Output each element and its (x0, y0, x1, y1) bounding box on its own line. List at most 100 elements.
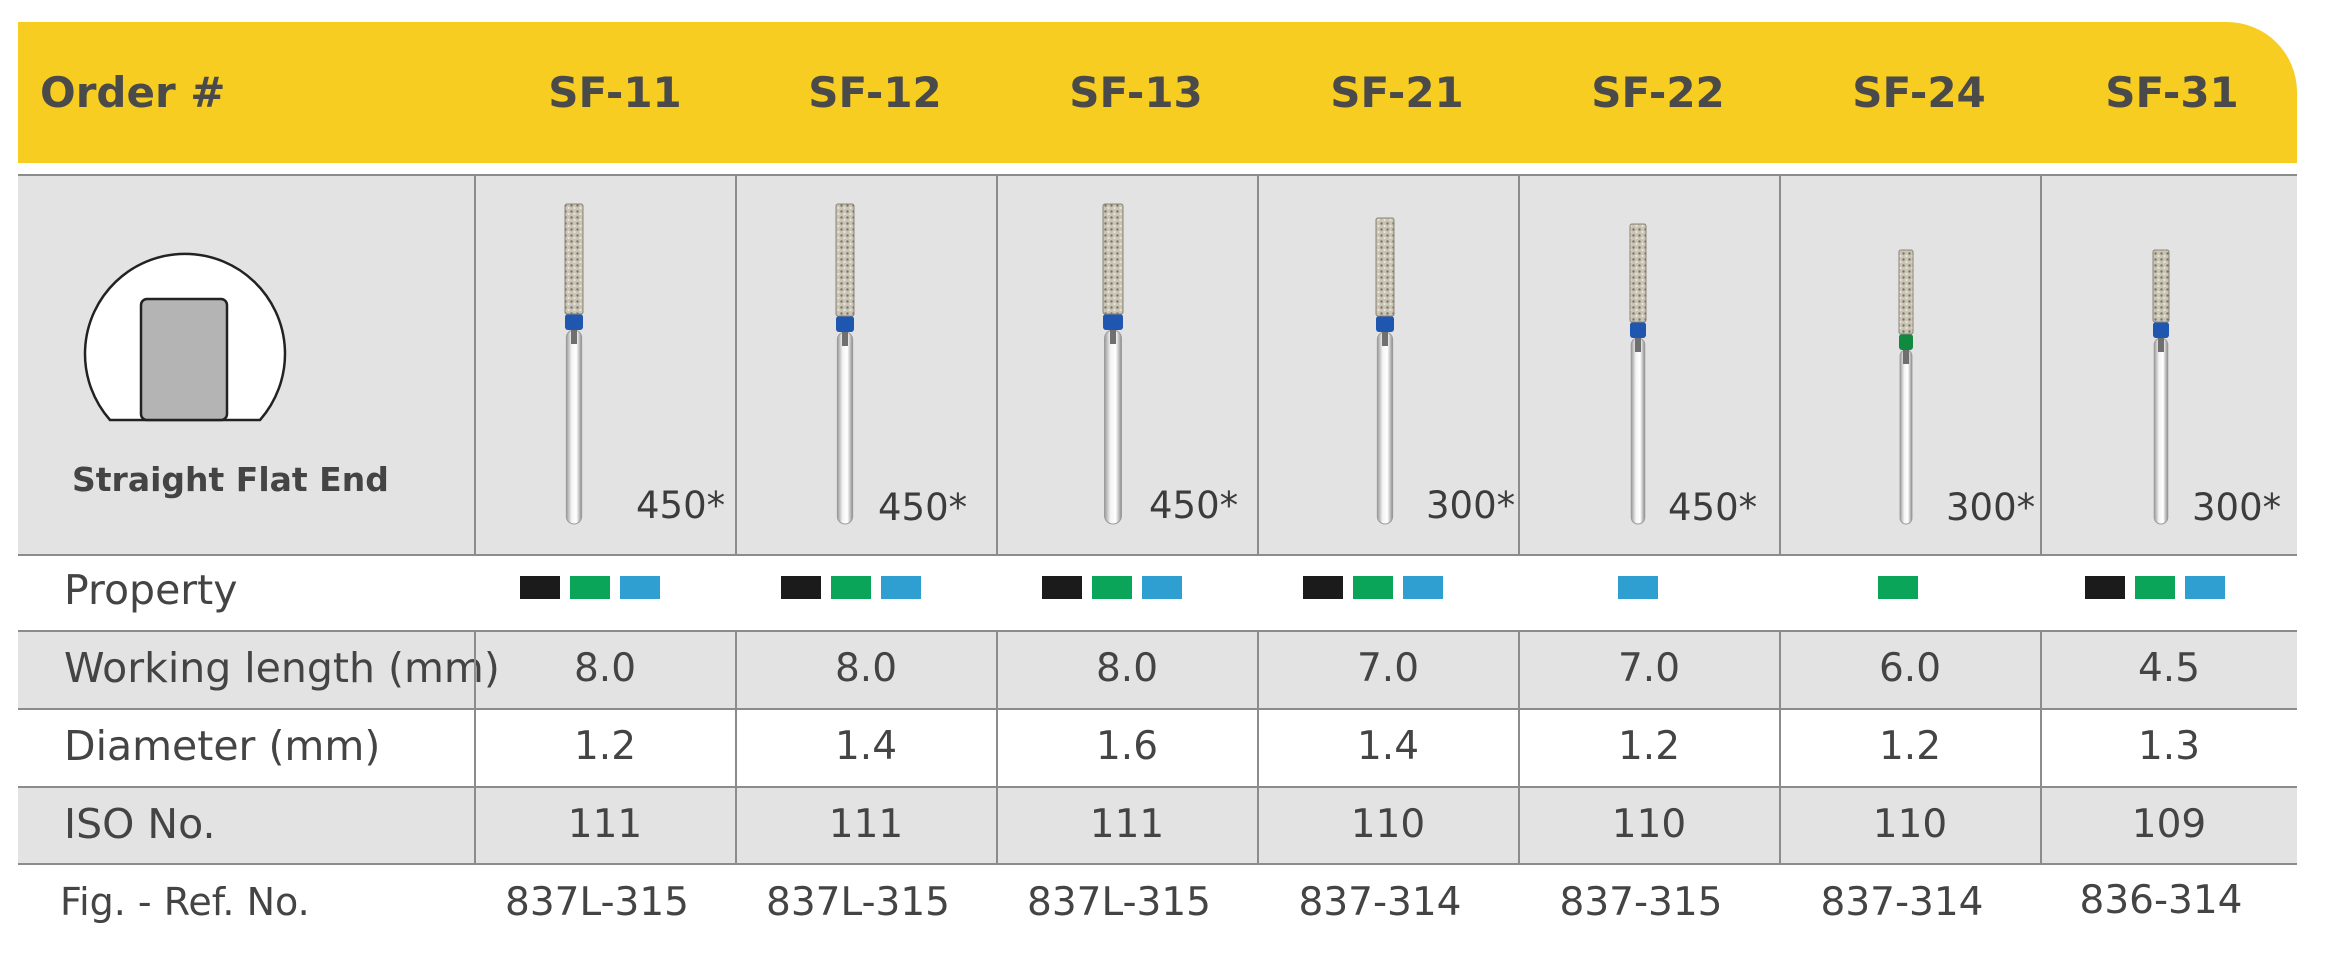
iso-value: 110 (1611, 802, 1687, 847)
diameter-value: 1.6 (1095, 724, 1159, 769)
product-table: Straight Flat End 450* 450* 450* 300* 45… (18, 174, 2297, 865)
bur-neck (1110, 324, 1116, 344)
ref-label: Fig. - Ref. No. (60, 880, 310, 924)
grit-label: 300* (1946, 486, 2036, 529)
diamond-bur-icon (1375, 217, 1395, 525)
ref-value: 837-315 (1559, 880, 1723, 925)
working-length-value: 4.5 (2137, 646, 2201, 691)
bur-neck (842, 326, 848, 346)
iso-value: 110 (1350, 802, 1426, 847)
shape-label: Straight Flat End (72, 460, 389, 499)
order-code-sf21: SF-21 (1330, 68, 1464, 117)
header-band: Order # SF-11 SF-12 SF-13 SF-21 SF-22 SF… (18, 22, 2297, 163)
bur-diamond-head (564, 203, 584, 315)
order-code-sf24: SF-24 (1852, 68, 1986, 117)
green-property-swatch (570, 576, 610, 599)
property-swatch-group (1768, 576, 2028, 599)
iso-value: 111 (1089, 802, 1165, 847)
grit-label: 450* (878, 486, 968, 529)
divider (1518, 174, 1520, 554)
iso-label: ISO No. (64, 800, 216, 848)
ref-value: 837L-315 (505, 880, 689, 925)
ref-value: 836-314 (2079, 878, 2243, 923)
divider (18, 630, 2297, 632)
green-property-swatch (831, 576, 871, 599)
divider (474, 174, 476, 554)
bur-shank (1630, 337, 1646, 525)
diamond-bur-icon (1898, 249, 1914, 525)
divider (18, 174, 2297, 176)
divider (2040, 630, 2042, 864)
diameter-row: Diameter (mm) 1.2 1.4 1.6 1.4 1.2 1.2 1.… (18, 708, 2297, 786)
black-property-swatch (781, 576, 821, 599)
divider (1257, 174, 1259, 554)
bur-neck (2158, 332, 2164, 352)
grit-label: 300* (1426, 484, 1516, 527)
property-swatch-group (982, 576, 1242, 599)
diameter-label: Diameter (mm) (64, 722, 381, 770)
bur-neck (1635, 332, 1641, 352)
black-property-swatch (2085, 576, 2125, 599)
bur-neck (571, 324, 577, 344)
blue-property-swatch (620, 576, 660, 599)
property-swatch-group (460, 576, 720, 599)
grit-label: 450* (1149, 484, 1239, 527)
grit-label: 300* (2192, 486, 2282, 529)
divider (18, 554, 2297, 556)
order-code-sf31: SF-31 (2105, 68, 2239, 117)
bur-diamond-head (1375, 217, 1395, 317)
grit-label: 450* (636, 484, 726, 527)
ref-value: 837-314 (1820, 880, 1984, 925)
property-swatch-group (721, 576, 981, 599)
working-length-row: Working length (mm) 8.0 8.0 8.0 7.0 7.0 … (18, 630, 2297, 708)
black-property-swatch (1303, 576, 1343, 599)
order-code-sf12: SF-12 (808, 68, 942, 117)
working-length-value: 7.0 (1617, 646, 1681, 691)
diameter-value: 1.2 (573, 724, 637, 769)
divider (735, 630, 737, 864)
diamond-bur-icon (2152, 249, 2170, 525)
blue-property-swatch (2185, 576, 2225, 599)
property-swatch-group (1243, 576, 1503, 599)
divider (1257, 630, 1259, 864)
image-row: Straight Flat End 450* 450* 450* 300* 45… (18, 174, 2297, 554)
diameter-value: 1.2 (1617, 724, 1681, 769)
order-code-sf22: SF-22 (1591, 68, 1725, 117)
iso-value: 110 (1872, 802, 1948, 847)
diameter-value: 1.2 (1878, 724, 1942, 769)
divider (1779, 630, 1781, 864)
green-property-swatch (1878, 576, 1918, 599)
bur-color-ring (836, 316, 854, 332)
property-row: Property (18, 554, 2297, 630)
ref-value: 837L-315 (1027, 880, 1211, 925)
working-length-value: 8.0 (1095, 646, 1159, 691)
working-length-value: 6.0 (1878, 646, 1942, 691)
diameter-value: 1.3 (2137, 724, 2201, 769)
blue-property-swatch (1618, 576, 1658, 599)
bur-color-ring (1630, 322, 1646, 338)
bur-color-ring (565, 314, 583, 330)
working-length-value: 8.0 (573, 646, 637, 691)
bur-neck (1382, 326, 1388, 346)
diamond-bur-icon (1629, 223, 1647, 525)
diameter-value: 1.4 (1356, 724, 1420, 769)
green-property-swatch (1353, 576, 1393, 599)
blue-property-swatch (1403, 576, 1443, 599)
divider (1779, 174, 1781, 554)
bur-color-ring (1376, 316, 1394, 332)
straight-flat-end-shape-icon (83, 252, 287, 422)
bur-diamond-head (2152, 249, 2170, 323)
bur-shank (565, 329, 583, 525)
working-length-value: 7.0 (1356, 646, 1420, 691)
divider (18, 863, 2297, 865)
iso-value: 111 (567, 802, 643, 847)
divider (474, 630, 476, 864)
iso-row: ISO No. 111 111 111 110 110 110 109 (18, 786, 2297, 864)
divider (996, 630, 998, 864)
bur-color-ring (1103, 314, 1123, 330)
bur-diamond-head (1629, 223, 1647, 323)
order-code-sf11: SF-11 (548, 68, 682, 117)
bur-images (564, 203, 2170, 525)
bur-color-ring (2153, 322, 2169, 338)
divider (996, 174, 998, 554)
